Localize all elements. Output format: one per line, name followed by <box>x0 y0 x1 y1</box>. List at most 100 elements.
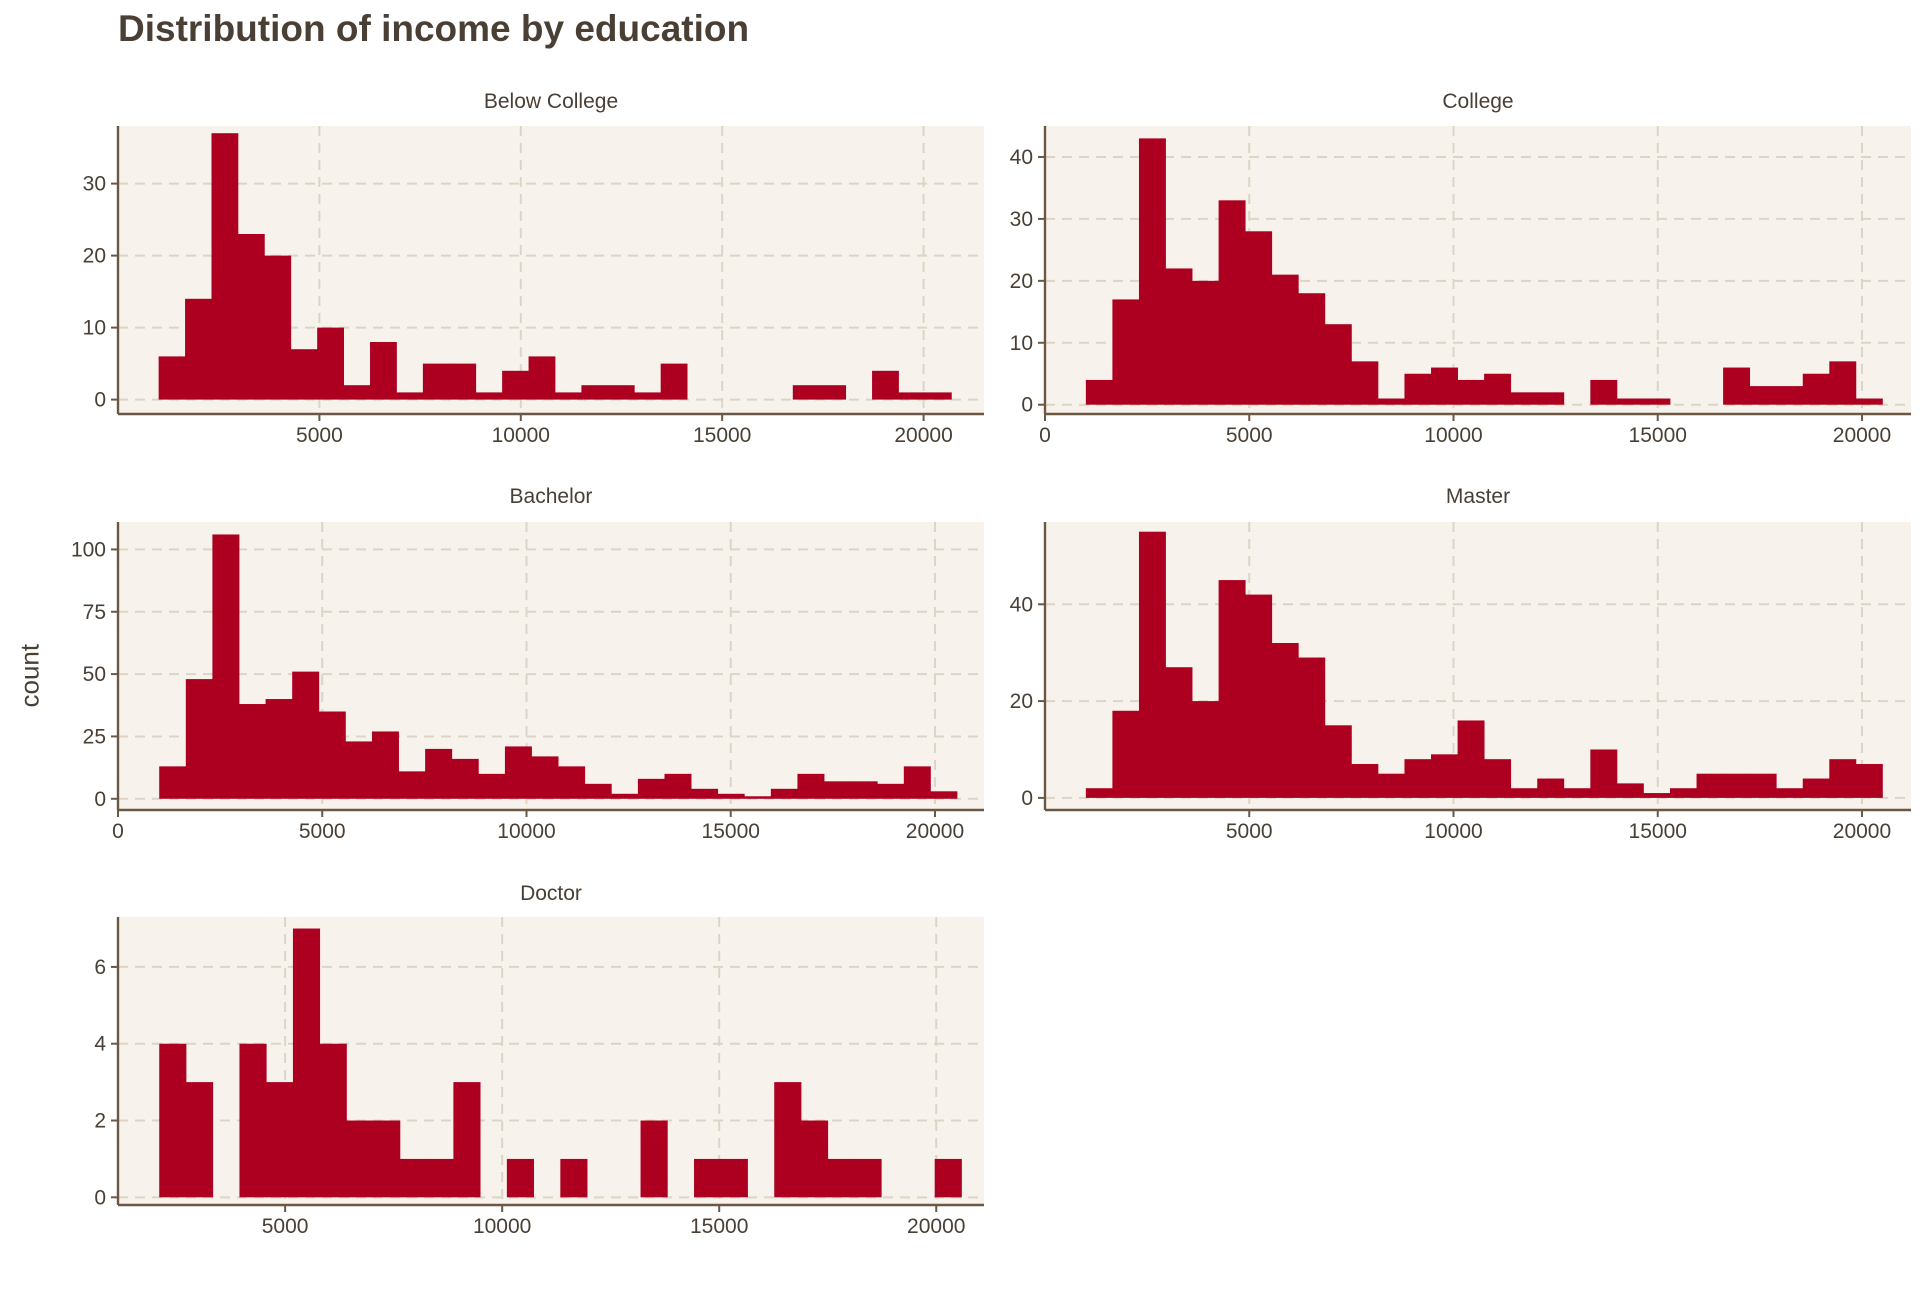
histogram-bar <box>694 1158 722 1198</box>
histogram-bar <box>824 781 852 799</box>
x-tick-label: 5000 <box>299 820 346 843</box>
panel-doctor: 5000 10000 15000 20000 0 2 4 6 Doctor <box>94 882 984 1238</box>
histogram-bar <box>319 1043 347 1198</box>
x-tick-label: 5000 <box>262 1215 309 1238</box>
x-tick-label: 10000 <box>492 424 550 447</box>
histogram-bar <box>560 1158 588 1198</box>
histogram-bar <box>744 796 772 799</box>
x-tick-label: 15000 <box>1629 820 1687 843</box>
panel-title: Master <box>1446 485 1510 508</box>
histogram-bar <box>934 1158 962 1198</box>
histogram-bar <box>1590 379 1618 405</box>
x-tick-label: 20000 <box>1833 820 1891 843</box>
histogram-bar <box>1829 759 1857 798</box>
histogram-bar <box>1245 231 1273 405</box>
histogram-bar <box>792 385 820 400</box>
histogram-bar <box>850 781 878 799</box>
histogram-bar <box>660 363 688 400</box>
histogram-bar <box>1749 773 1777 798</box>
histogram-bar <box>1802 373 1830 405</box>
histogram-bar <box>924 392 952 400</box>
histogram-bar <box>774 1082 802 1198</box>
y-tick-label: 2 <box>94 1110 106 1133</box>
histogram-bar <box>637 778 665 799</box>
histogram-bar <box>292 928 321 1198</box>
histogram-bar <box>212 534 240 799</box>
histogram-bar <box>854 1158 882 1198</box>
histogram-bar <box>797 773 825 799</box>
histogram-bar <box>1537 778 1565 798</box>
panel-college: 0 5000 10000 15000 20000 0 10 20 30 40 College <box>1010 90 1911 447</box>
panel-title: Below College <box>484 90 618 113</box>
histogram-bar <box>185 1082 214 1198</box>
histogram-bar <box>717 793 745 799</box>
histogram-bar <box>1723 773 1751 798</box>
histogram-bar <box>1802 778 1830 798</box>
histogram-bar <box>1377 773 1405 798</box>
y-tick-label: 20 <box>83 245 106 268</box>
histogram-bar <box>664 773 692 799</box>
histogram-bar <box>1085 379 1113 405</box>
y-tick-label: 20 <box>1010 690 1033 713</box>
histogram-bar <box>239 1043 267 1198</box>
histogram-bar <box>1510 788 1538 798</box>
histogram-bar <box>1245 594 1273 798</box>
y-tick-label: 30 <box>83 173 106 196</box>
y-tick-label: 75 <box>83 601 106 624</box>
histogram-bar <box>1749 386 1777 405</box>
x-tick-label: 15000 <box>693 424 751 447</box>
histogram-bar <box>265 699 293 799</box>
histogram-bar <box>1563 788 1591 798</box>
histogram-bar <box>1723 367 1751 405</box>
histogram-bar <box>1271 274 1299 405</box>
y-tick-label: 0 <box>94 389 106 412</box>
histogram-bar <box>528 356 556 400</box>
y-tick-label: 40 <box>1010 146 1033 169</box>
histogram-bar <box>1616 398 1644 405</box>
x-tick-label: 15000 <box>690 1215 748 1238</box>
x-tick-label: 10000 <box>1424 424 1482 447</box>
y-tick-label: 0 <box>1021 394 1033 417</box>
histogram-bar <box>425 748 453 799</box>
histogram-bar <box>1776 386 1804 405</box>
histogram-bar <box>877 783 905 799</box>
x-tick-label: 20000 <box>1833 424 1891 447</box>
panel-bachelor: 0 5000 10000 15000 20000 0 25 50 75 100 Bachelor <box>71 485 984 843</box>
y-tick-label: 10 <box>83 317 106 340</box>
histogram-bar <box>237 234 265 400</box>
y-tick-label: 25 <box>83 725 106 748</box>
histogram-bar <box>1484 373 1512 405</box>
x-tick-label: 0 <box>1039 424 1051 447</box>
panel-title: Bachelor <box>510 485 593 508</box>
histogram-bar <box>1192 280 1220 405</box>
histogram-bar <box>1510 392 1538 405</box>
histogram-bar <box>872 370 899 400</box>
histogram-bar <box>1165 268 1193 405</box>
histogram-bar <box>1669 788 1697 798</box>
histogram-bar <box>1829 361 1857 405</box>
histogram-bar <box>185 679 213 799</box>
histogram-bar <box>1351 764 1379 798</box>
y-tick-label: 40 <box>1010 593 1033 616</box>
histogram-bar <box>554 392 582 400</box>
x-tick-label: 0 <box>112 820 124 843</box>
histogram-bar <box>238 704 266 799</box>
x-tick-label: 10000 <box>1424 820 1482 843</box>
x-tick-label: 5000 <box>1226 424 1273 447</box>
histogram-bar <box>1271 643 1299 798</box>
histogram-bar <box>345 741 373 799</box>
x-tick-label: 20000 <box>906 820 964 843</box>
histogram-bar <box>1616 783 1644 798</box>
histogram-bar <box>1537 392 1565 405</box>
y-tick-label: 4 <box>94 1033 106 1056</box>
histogram-bar <box>1643 398 1671 405</box>
histogram-bar <box>930 791 958 799</box>
histogram-bar <box>1484 759 1512 798</box>
histogram-bar <box>264 255 292 400</box>
x-tick-label: 5000 <box>296 424 343 447</box>
x-tick-label: 20000 <box>894 424 952 447</box>
y-tick-label: 6 <box>94 956 106 979</box>
histogram-bar <box>1855 398 1883 405</box>
y-tick-label: 20 <box>1010 270 1033 293</box>
